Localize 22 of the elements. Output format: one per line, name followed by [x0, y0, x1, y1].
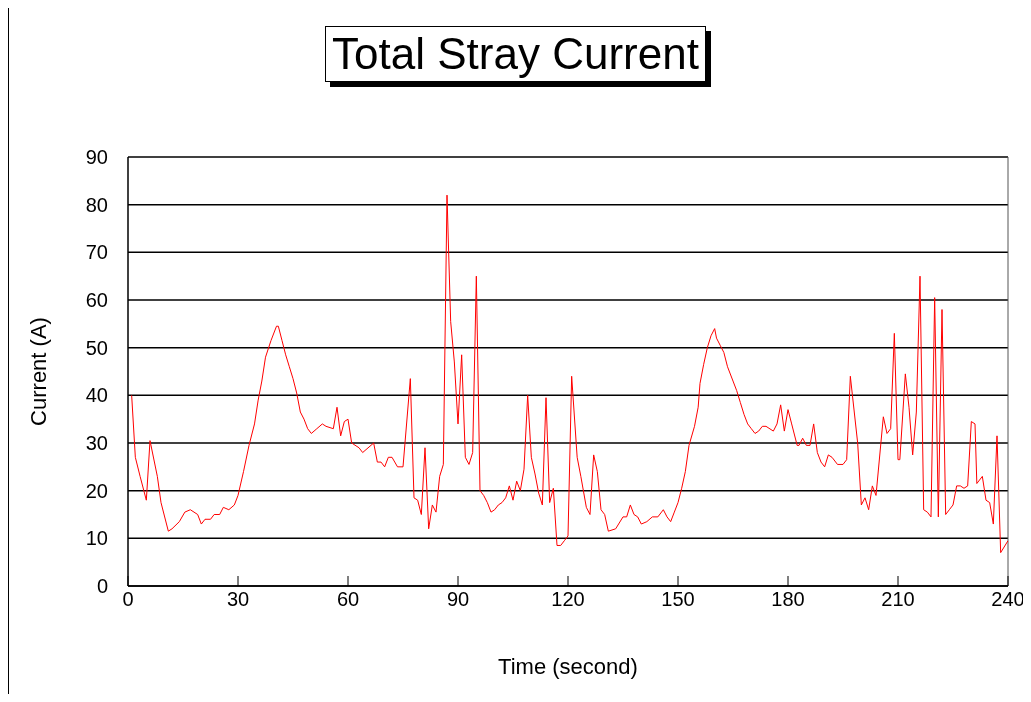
x-tick-label: 210 — [881, 588, 915, 611]
y-tick-label: 10 — [85, 527, 108, 550]
x-tick-label: 240 — [991, 588, 1025, 611]
y-tick-label: 70 — [85, 241, 108, 264]
y-tick-label: 50 — [85, 336, 108, 359]
x-tick-label: 60 — [336, 588, 360, 611]
y-tick-label: 90 — [85, 146, 108, 169]
line-series — [131, 194, 1008, 554]
x-tick-label: 0 — [122, 588, 134, 611]
x-tick-label: 150 — [661, 588, 695, 611]
y-axis-title: Current (A) — [25, 317, 51, 426]
x-axis-title: Time (second) — [498, 654, 638, 679]
y-tick-label: 60 — [85, 289, 108, 312]
y-tick-label: 30 — [85, 432, 108, 455]
y-tick-label: 80 — [85, 193, 108, 216]
x-tick-label: 120 — [551, 588, 585, 611]
x-tick-label: 90 — [446, 588, 470, 611]
y-tick-label: 40 — [85, 384, 108, 407]
y-tick-label: 20 — [85, 479, 108, 502]
x-tick-label: 30 — [226, 588, 250, 611]
x-tick-label: 180 — [771, 588, 805, 611]
chart-title: Total Stray Current — [325, 26, 706, 82]
